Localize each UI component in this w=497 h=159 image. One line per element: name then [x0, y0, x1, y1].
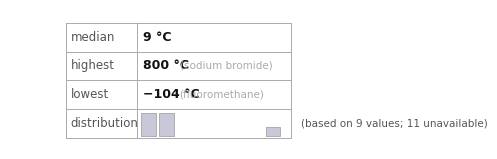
- Bar: [141, 113, 156, 136]
- Text: median: median: [71, 31, 115, 44]
- Text: −104 °C: −104 °C: [143, 88, 200, 101]
- Text: (fluoromethane): (fluoromethane): [179, 90, 264, 100]
- Text: 800 °C: 800 °C: [143, 59, 189, 72]
- Text: (based on 9 values; 11 unavailable): (based on 9 values; 11 unavailable): [301, 118, 488, 128]
- Text: 9 °C: 9 °C: [143, 31, 171, 44]
- Text: distribution: distribution: [71, 117, 139, 130]
- Bar: [159, 113, 173, 136]
- Text: (sodium bromide): (sodium bromide): [179, 61, 272, 71]
- Text: lowest: lowest: [71, 88, 109, 101]
- Text: highest: highest: [71, 59, 115, 72]
- Bar: [266, 127, 280, 136]
